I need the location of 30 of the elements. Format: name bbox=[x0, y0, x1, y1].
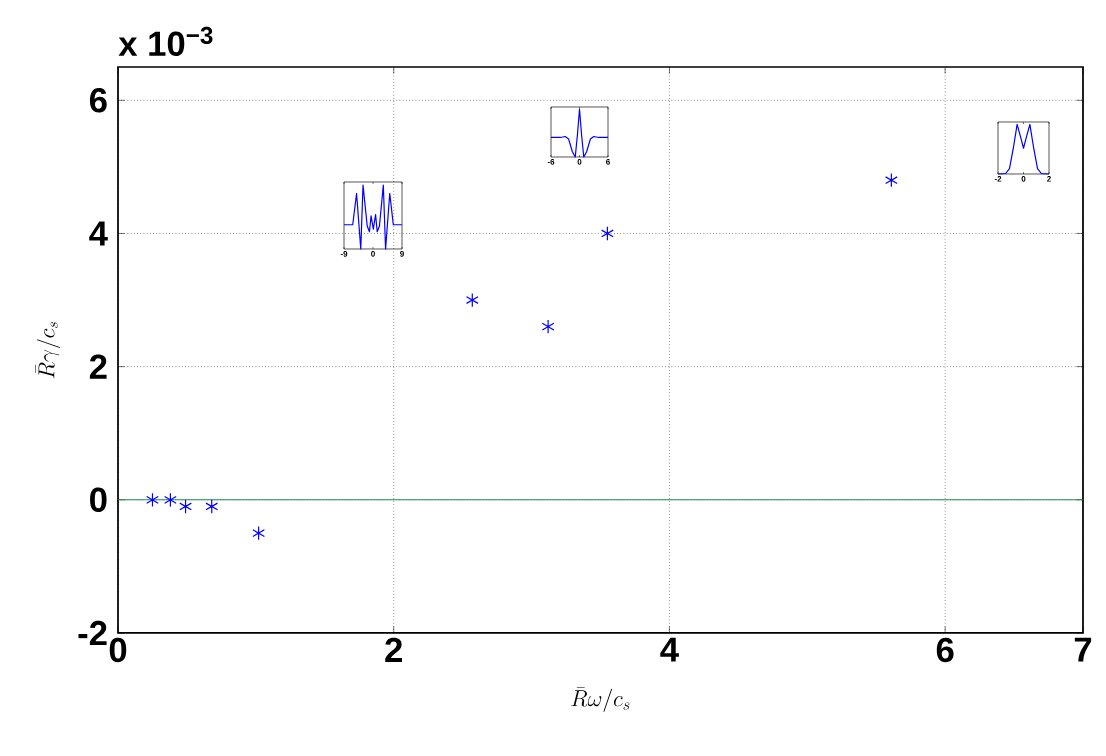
y-tick-label: -2 bbox=[78, 620, 107, 646]
text: x 10$^{−3}$ bbox=[118, 26, 213, 57]
point bbox=[205, 499, 219, 514]
point bbox=[164, 492, 177, 508]
x-tick-label: 0 bbox=[371, 251, 375, 257]
x-axis-title: $\bar{R}\omega/c_s$ bbox=[571, 687, 630, 712]
y-tick-label: 0 bbox=[90, 487, 107, 513]
x-tick-label: -9 bbox=[340, 251, 348, 257]
point bbox=[146, 492, 159, 508]
x-tick-label: 4 bbox=[660, 637, 679, 662]
point bbox=[179, 499, 192, 514]
x-tick-label: 6 bbox=[606, 159, 610, 165]
point bbox=[541, 319, 555, 334]
x-tick-label: 6 bbox=[936, 637, 954, 663]
x-tick-label: 0 bbox=[577, 159, 582, 165]
point bbox=[885, 172, 898, 188]
x-tick-label: -2 bbox=[994, 176, 1002, 182]
x-tick-label: 9 bbox=[400, 251, 404, 257]
x-tick-label: 2 bbox=[1047, 176, 1051, 182]
x-tick-label: 7 bbox=[1074, 637, 1092, 662]
y-tick-label: 2 bbox=[89, 354, 107, 379]
x-tick-label: 2 bbox=[385, 637, 402, 662]
x-tick-label: 0 bbox=[1021, 176, 1026, 182]
x-tick-label: 0 bbox=[109, 637, 127, 663]
y-axis-title: $\bar{R}\gamma/c_s$ bbox=[35, 322, 60, 379]
point bbox=[601, 226, 614, 241]
x-tick-label: -6 bbox=[547, 159, 555, 165]
point bbox=[465, 292, 479, 308]
y-tick-label: 6 bbox=[89, 88, 107, 113]
point bbox=[252, 525, 265, 541]
